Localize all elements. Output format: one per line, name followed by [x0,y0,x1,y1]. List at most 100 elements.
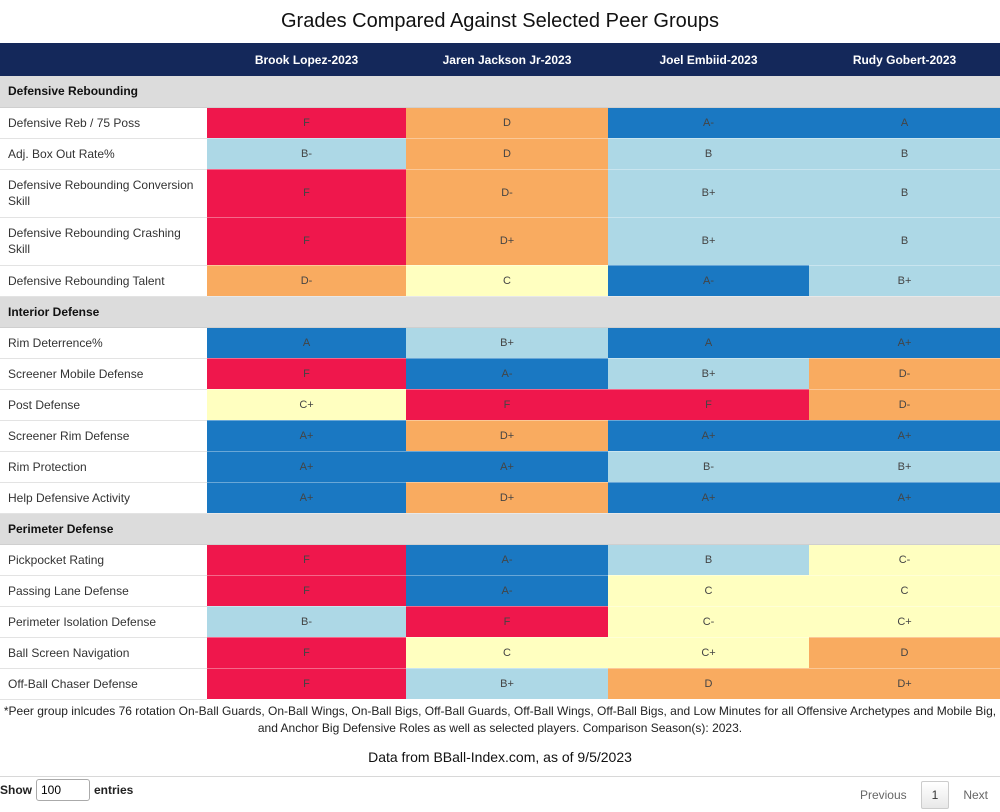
grade-cell: F [207,107,406,139]
grade-cell: B- [207,606,406,638]
table-body: Defensive Rebounding Defensive Reb / 75 P… [0,76,1000,700]
grade-cell: F [406,606,608,638]
page-length-control: Show entries [0,779,133,801]
grade-cell: A+ [608,420,809,452]
grade-cell: A- [406,544,608,576]
table-row: Ball Screen Navigation F C C+ D [0,637,1000,669]
table-row: Passing Lane Defense F A- C C [0,575,1000,607]
next-button[interactable]: Next [963,788,988,802]
grade-cell: A [207,327,406,359]
metric-label: Off-Ball Chaser Defense [0,668,207,700]
grade-cell: C [809,575,1000,607]
section-header: Defensive Rebounding [0,76,1000,108]
table-row: Adj. Box Out Rate% B- D B B [0,138,1000,170]
grade-cell: D [809,637,1000,669]
grade-cell: A- [608,107,809,139]
metric-label: Defensive Reb / 75 Poss [0,107,207,139]
section-title: Interior Defense [0,296,1000,328]
grade-cell: B [809,169,1000,218]
table-row: Perimeter Isolation Defense B- F C- C+ [0,606,1000,638]
grade-cell: D- [809,389,1000,421]
metric-label: Help Defensive Activity [0,482,207,514]
metric-label: Ball Screen Navigation [0,637,207,669]
grade-cell: B+ [608,358,809,390]
grade-cell: F [207,637,406,669]
table-row: Defensive Rebounding Crashing Skill F D+ B+… [0,217,1000,266]
metric-label: Defensive Rebounding Talent [0,265,207,297]
page-button[interactable]: 1 [920,781,950,809]
table-row: Off-Ball Chaser Defense F B+ D D+ [0,668,1000,700]
metric-label: Pickpocket Rating [0,544,207,576]
grade-cell: F [406,389,608,421]
grade-cell: A- [406,575,608,607]
entries-label: entries [94,783,134,797]
metric-label: Rim Protection [0,451,207,483]
grade-cell: B+ [809,265,1000,297]
header-player[interactable]: Joel Embiid-2023 [659,52,758,67]
grade-cell: F [207,217,406,266]
table-header: Brook Lopez-2023 Jaren Jackson Jr-2023 J… [0,43,1000,76]
grade-cell: F [207,169,406,218]
grade-cell: D- [207,265,406,297]
grade-cell: A+ [809,482,1000,514]
table-row: Defensive Rebounding Conversion Skill F D-… [0,169,1000,218]
entries-input[interactable] [36,779,90,801]
header-player[interactable]: Jaren Jackson Jr-2023 [442,52,572,67]
grade-cell: A- [608,265,809,297]
grade-cell: D [406,107,608,139]
table-row: Screener Mobile Defense F A- B+ D- [0,358,1000,390]
grade-cell: F [207,544,406,576]
header-metric [0,43,207,76]
section-title: Defensive Rebounding [0,76,1000,108]
grade-cell: B [608,138,809,170]
grade-cell: A+ [207,451,406,483]
previous-button[interactable]: Previous [859,788,907,802]
grade-cell: C [406,265,608,297]
section-header: Interior Defense [0,296,1000,328]
grade-cell: D [406,138,608,170]
metric-label: Post Defense [0,389,207,421]
header-player[interactable]: Brook Lopez-2023 [254,52,359,67]
grade-cell: D- [809,358,1000,390]
grade-cell: C+ [207,389,406,421]
grade-cell: B+ [406,668,608,700]
table-row: Defensive Rebounding Talent D- C A- B+ [0,265,1000,297]
section-header: Perimeter Defense [0,513,1000,545]
grade-cell: A [809,107,1000,139]
grade-cell: A- [406,358,608,390]
grade-cell: B [608,544,809,576]
grade-cell: B+ [809,451,1000,483]
grade-cell: D [608,668,809,700]
table-controls: Show entries Previous 1 Next [0,776,1000,812]
page-title: Grades Compared Against Selected Peer Gr… [280,10,720,32]
grade-cell: C- [608,606,809,638]
grade-cell: A [608,327,809,359]
table-row: Pickpocket Rating F A- B C- [0,544,1000,576]
grade-cell: C- [809,544,1000,576]
footnote: *Peer group inlcudes 76 rotation On-Ball… [3,704,997,735]
pagination: Previous 1 Next [860,781,988,809]
grade-cell: D+ [406,217,608,266]
grade-cell: D+ [406,482,608,514]
grade-cell: C [406,637,608,669]
header-player[interactable]: Rudy Gobert-2023 [852,52,957,67]
grade-cell: F [608,389,809,421]
grade-cell: B+ [406,327,608,359]
grade-cell: B- [207,138,406,170]
grade-cell: C+ [809,606,1000,638]
grades-table: Brook Lopez-2023 Jaren Jackson Jr-2023 J… [0,43,1000,700]
metric-label: Defensive Rebounding Conversion Skill [0,169,207,218]
grade-cell: B- [608,451,809,483]
table-row: Defensive Reb / 75 Poss F D A- A [0,107,1000,139]
metric-label: Passing Lane Defense [0,575,207,607]
grade-cell: B [809,217,1000,266]
metric-label: Perimeter Isolation Defense [0,606,207,638]
metric-label: Screener Rim Defense [0,420,207,452]
data-source: Data from BBall-Index.com, as of 9/5/202… [368,749,632,765]
section-title: Perimeter Defense [0,513,1000,545]
table-row: Rim Protection A+ A+ B- B+ [0,451,1000,483]
grade-cell: A+ [809,327,1000,359]
metric-label: Screener Mobile Defense [0,358,207,390]
grade-cell: F [207,668,406,700]
grade-cell: D+ [406,420,608,452]
